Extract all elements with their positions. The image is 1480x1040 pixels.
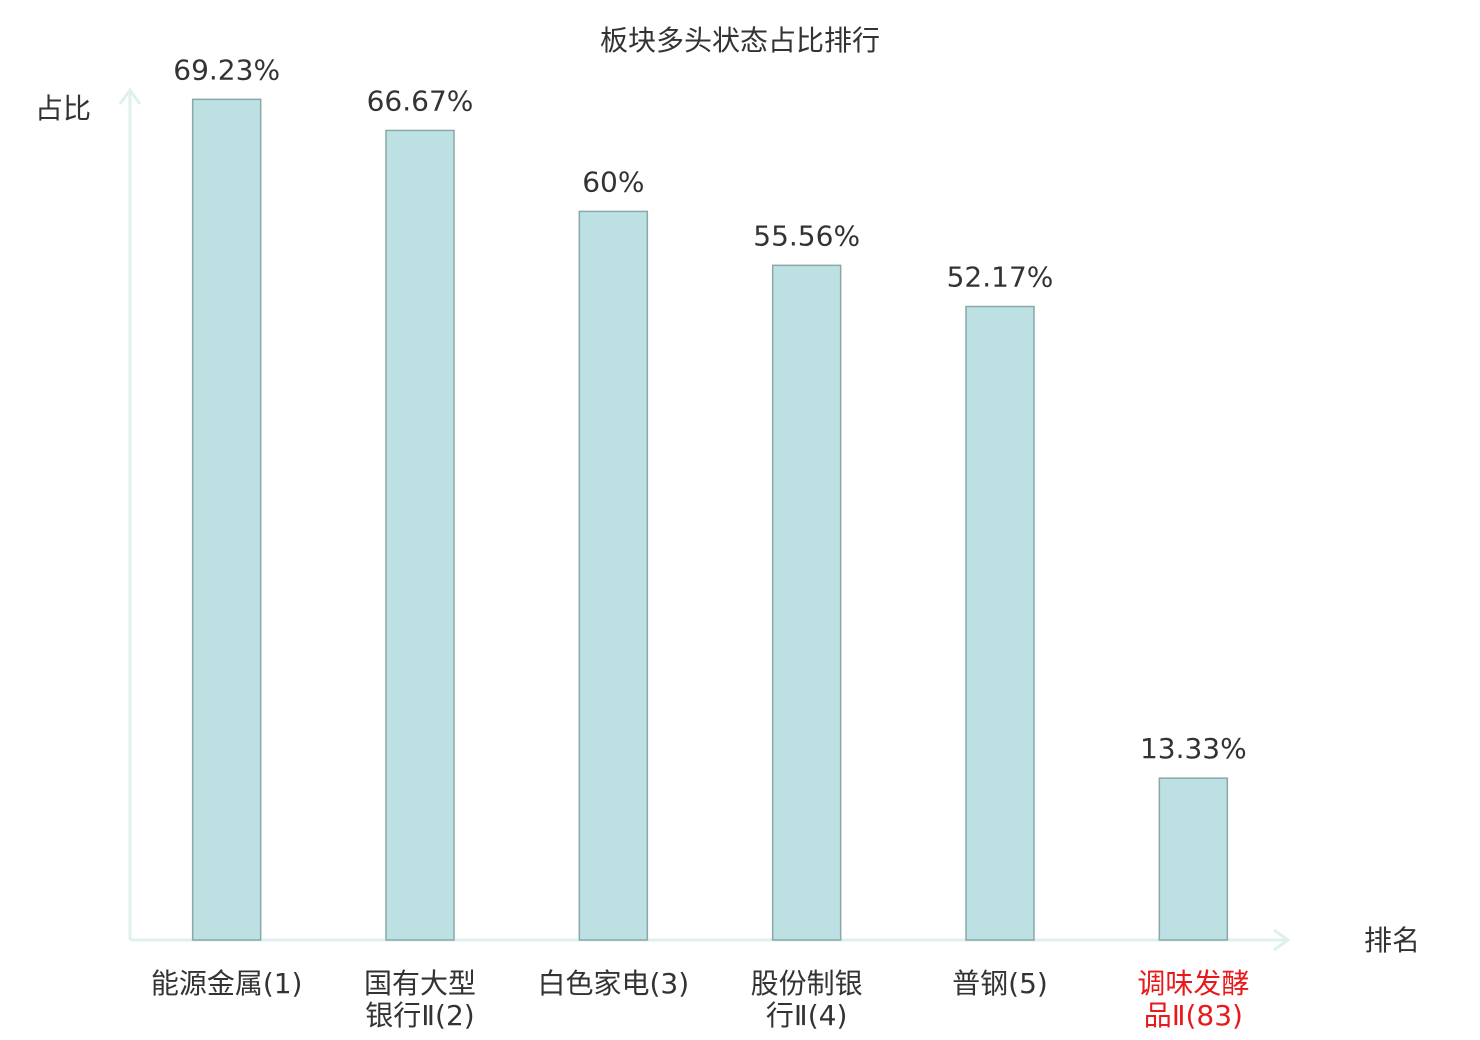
bar [578, 210, 649, 941]
value-label: 60% [582, 165, 644, 198]
value-label: 55.56% [753, 219, 860, 252]
x-axis-label: 排名 [1364, 924, 1420, 957]
chart-title: 板块多头状态占比排行 [600, 24, 880, 57]
value-label: 52.17% [947, 261, 1054, 294]
bar [771, 264, 842, 941]
y-axis-label: 占比 [35, 92, 91, 125]
value-label: 66.67% [367, 84, 474, 117]
bar [965, 305, 1035, 941]
x-tick-label: 调味发酵 品Ⅱ(83) [1137, 967, 1250, 1032]
value-label: 69.23% [173, 53, 280, 86]
x-tick-label: 白色家电(3) [537, 967, 690, 1000]
bar [191, 98, 262, 941]
value-label: 13.33% [1140, 732, 1247, 765]
bar [385, 129, 455, 941]
x-tick-label: 能源金属(1) [150, 967, 303, 1000]
x-tick-label: 股份制银 行Ⅱ(4) [750, 967, 863, 1032]
bar [1158, 777, 1229, 941]
x-tick-label: 国有大型 银行Ⅱ(2) [363, 967, 476, 1032]
axes [118, 87, 1291, 952]
x-tick-label: 普钢(5) [952, 967, 1048, 1000]
